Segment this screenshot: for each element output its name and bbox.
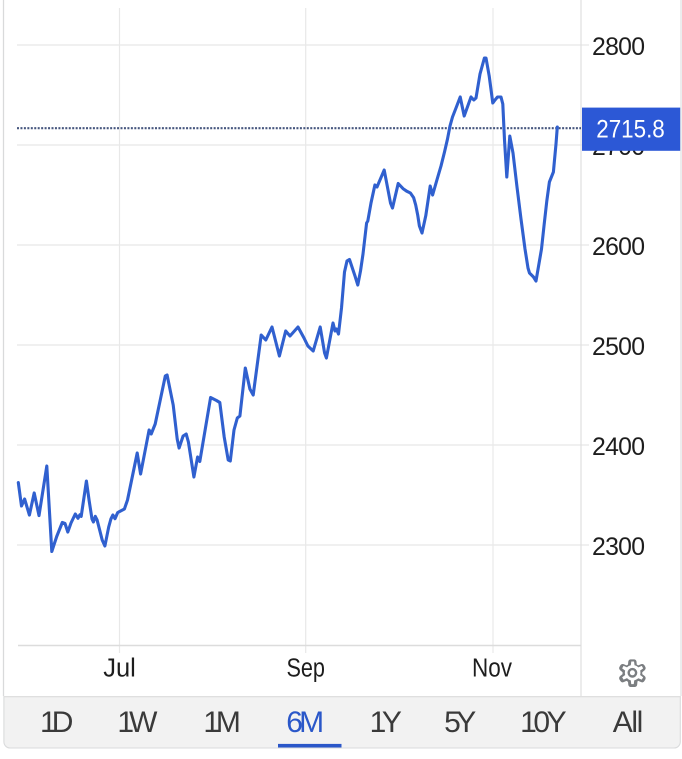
svg-text:10Y: 10Y [520, 706, 567, 739]
svg-text:1D: 1D [40, 706, 73, 739]
svg-text:2600: 2600 [592, 234, 645, 261]
svg-text:2800: 2800 [592, 34, 645, 61]
svg-text:1M: 1M [203, 706, 241, 739]
svg-text:1Y: 1Y [370, 706, 402, 739]
svg-text:6M: 6M [286, 706, 324, 739]
svg-text:2400: 2400 [592, 434, 645, 461]
svg-text:2500: 2500 [592, 334, 645, 361]
svg-text:5Y: 5Y [444, 706, 476, 739]
svg-text:Sep: Sep [286, 655, 325, 683]
svg-text:2715.8: 2715.8 [596, 116, 665, 144]
svg-text:Jul: Jul [103, 655, 136, 683]
svg-text:2300: 2300 [592, 534, 645, 561]
svg-text:All: All [613, 706, 644, 739]
svg-text:Nov: Nov [472, 655, 512, 683]
svg-text:1W: 1W [117, 706, 158, 739]
